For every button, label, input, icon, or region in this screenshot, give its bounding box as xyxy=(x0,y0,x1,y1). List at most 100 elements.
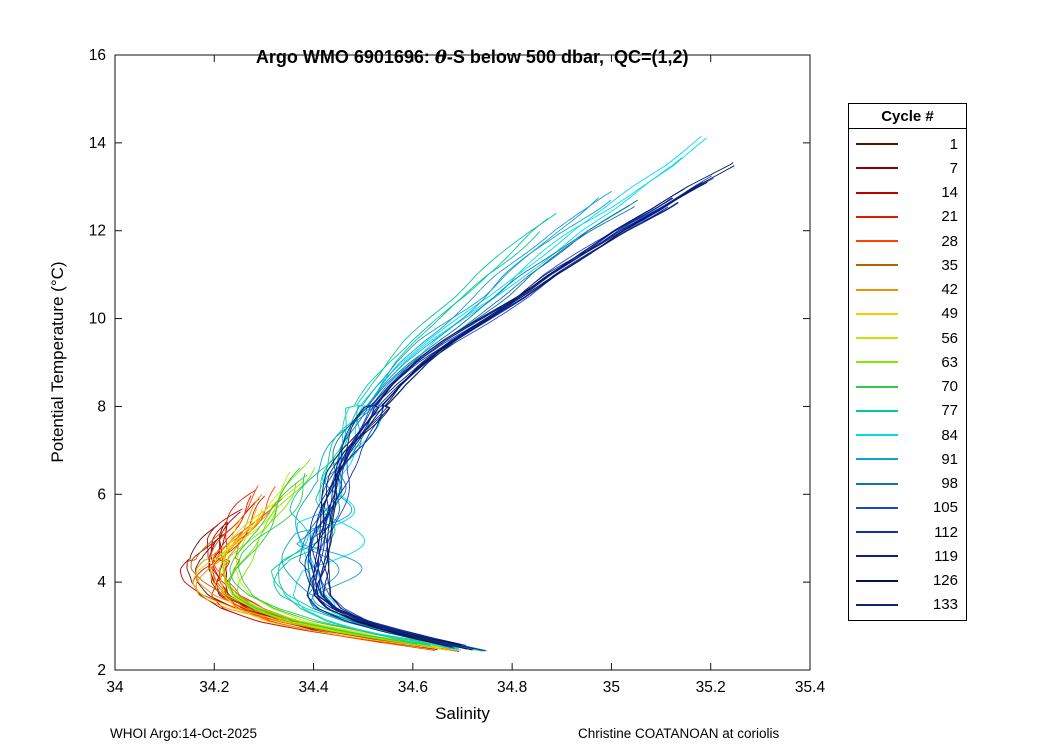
legend-item-label: 28 xyxy=(941,232,958,250)
legend-line-sample xyxy=(856,215,898,218)
footer-credit-left: WHOI Argo:14-Oct-2025 xyxy=(110,726,258,741)
footer-credit-right: Christine COATANOAN at coriolis xyxy=(578,726,780,741)
series-cycle-84 xyxy=(292,135,702,651)
legend-item-label: 91 xyxy=(941,450,958,468)
legend-item-cycle-42: 42 xyxy=(849,278,966,302)
legend-item-cycle-14: 14 xyxy=(849,181,966,205)
legend-line-sample xyxy=(856,506,898,509)
series-cycle-77 xyxy=(278,218,549,646)
series-cycle-91 xyxy=(296,199,612,646)
series-cycle-63 xyxy=(237,482,426,646)
legend-line-sample xyxy=(856,191,898,194)
legend-line-sample xyxy=(856,531,898,534)
x-tick-label: 35.2 xyxy=(696,679,726,696)
legend-line-sample xyxy=(856,312,898,315)
legend-item-label: 14 xyxy=(941,184,958,202)
legend-item-cycle-126: 126 xyxy=(849,569,966,593)
legend-item-cycle-84: 84 xyxy=(849,423,966,447)
series-cycle-133 xyxy=(318,190,692,644)
x-tick-label: 35.4 xyxy=(795,679,826,696)
y-tick-label: 16 xyxy=(89,47,106,64)
x-tick-label: 34.8 xyxy=(497,679,527,696)
legend-line-sample xyxy=(856,482,898,485)
legend-line-sample xyxy=(856,579,898,582)
legend-item-cycle-112: 112 xyxy=(849,520,966,544)
y-tick-label: 2 xyxy=(97,662,106,679)
axes-box xyxy=(114,54,811,671)
tick-labels: 34 34.2 34.4 34.6 34.8 35 35.2 35.4 2 4 6 8 10 12 14 16 xyxy=(89,47,826,696)
legend-item-label: 49 xyxy=(941,305,958,323)
legend-item-cycle-77: 77 xyxy=(849,399,966,423)
legend-item-label: 1 xyxy=(949,135,958,153)
legend-title: Cycle # xyxy=(849,104,966,129)
x-tick-label: 34.6 xyxy=(398,679,428,696)
legend-item-cycle-98: 98 xyxy=(849,472,966,496)
legend-item-cycle-133: 133 xyxy=(849,593,966,617)
legend-item-label: 126 xyxy=(932,572,958,590)
legend-item-cycle-7: 7 xyxy=(849,156,966,180)
series-cycle-105 xyxy=(310,175,713,649)
legend-item-cycle-28: 28 xyxy=(849,229,966,253)
y-tick-label: 14 xyxy=(89,135,107,152)
legend-item-cycle-91: 91 xyxy=(849,447,966,471)
series-cycle-49 xyxy=(219,507,449,651)
legend-line-sample xyxy=(856,240,898,243)
series-cycle-70 xyxy=(238,473,483,652)
chart-title-theta: θ xyxy=(434,47,447,68)
legend-item-label: 7 xyxy=(949,159,958,177)
legend-line-sample xyxy=(856,288,898,291)
x-tick-label: 34.4 xyxy=(298,679,329,696)
legend-item-cycle-63: 63 xyxy=(849,350,966,374)
legend-item-label: 42 xyxy=(941,281,958,299)
legend-item-label: 119 xyxy=(934,547,958,565)
legend-item-label: 133 xyxy=(932,596,958,614)
y-tick-label: 4 xyxy=(97,574,106,591)
series-cycle-77 xyxy=(273,231,541,649)
chart-title-prefix: Argo WMO 6901696: xyxy=(255,47,435,67)
x-axis-label: Salinity xyxy=(435,704,490,723)
series-cycle-70 xyxy=(229,474,459,650)
legend-item-cycle-105: 105 xyxy=(849,496,966,520)
legend-item-cycle-56: 56 xyxy=(849,326,966,350)
legend-item-cycle-1: 1 xyxy=(849,132,966,156)
series-cycle-70 xyxy=(229,467,418,645)
legend-item-cycle-70: 70 xyxy=(849,375,966,399)
legend-item-label: 63 xyxy=(941,353,958,371)
legend-item-label: 84 xyxy=(941,426,958,444)
series-cycle-126 xyxy=(312,162,734,648)
series-cycle-91 xyxy=(295,190,612,649)
legend-item-label: 112 xyxy=(934,523,958,541)
legend-line-sample xyxy=(856,167,898,170)
y-tick-label: 12 xyxy=(89,223,106,240)
series-cycle-21 xyxy=(211,489,417,647)
legend-item-label: 98 xyxy=(941,475,958,493)
series-cycle-119 xyxy=(306,197,673,645)
legend-line-sample xyxy=(856,264,898,267)
legend: Cycle # 1 7 14 21 28 35 42 49 56 63 70 77 84 91 98 105 1… xyxy=(848,103,967,621)
legend-item-label: 70 xyxy=(941,378,958,396)
series-cycle-91 xyxy=(281,197,599,647)
legend-line-sample xyxy=(856,337,898,340)
series-cycle-42 xyxy=(195,494,453,649)
legend-item-cycle-21: 21 xyxy=(849,205,966,229)
legend-line-sample xyxy=(856,603,898,606)
legend-item-label: 56 xyxy=(941,329,958,347)
y-tick-label: 8 xyxy=(97,398,106,415)
series-cycle-133 xyxy=(304,182,703,650)
chart-title-suffix: -S below 500 dbar, QC=(1,2) xyxy=(446,47,689,67)
legend-line-sample xyxy=(856,385,898,388)
series-cycle-126 xyxy=(322,165,735,651)
y-tick-label: 6 xyxy=(97,486,106,503)
legend-line-sample xyxy=(856,434,898,437)
chart-title: Argo WMO 6901696: θ-S below 500 dbar, QC… xyxy=(115,26,810,89)
series-cycle-133 xyxy=(326,202,679,650)
legend-item-cycle-49: 49 xyxy=(849,302,966,326)
legend-item-label: 35 xyxy=(941,256,958,274)
legend-line-sample xyxy=(856,143,898,146)
legend-item-cycle-35: 35 xyxy=(849,253,966,277)
legend-line-sample xyxy=(856,458,898,461)
legend-item-cycle-119: 119 xyxy=(849,544,966,568)
y-tick-label: 10 xyxy=(89,311,107,328)
